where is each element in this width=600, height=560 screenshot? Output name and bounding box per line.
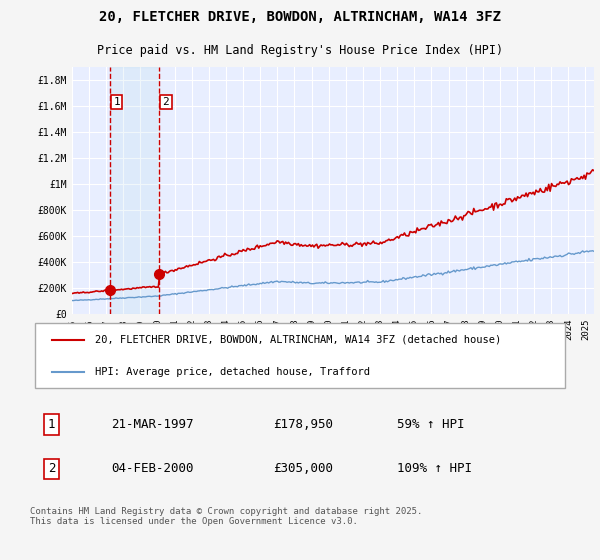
Text: 2: 2 [48,463,55,475]
Text: 1: 1 [48,418,55,431]
Text: £178,950: £178,950 [273,418,333,431]
Text: 20, FLETCHER DRIVE, BOWDON, ALTRINCHAM, WA14 3FZ: 20, FLETCHER DRIVE, BOWDON, ALTRINCHAM, … [99,10,501,24]
Text: HPI: Average price, detached house, Trafford: HPI: Average price, detached house, Traf… [95,367,370,377]
Text: 109% ↑ HPI: 109% ↑ HPI [397,463,472,475]
Text: 1: 1 [113,97,120,107]
Text: 2: 2 [163,97,169,107]
Bar [110,67,159,314]
Text: £305,000: £305,000 [273,463,333,475]
Text: Contains HM Land Registry data © Crown copyright and database right 2025.
This d: Contains HM Land Registry data © Crown c… [30,507,422,526]
Text: Price paid vs. HM Land Registry's House Price Index (HPI): Price paid vs. HM Land Registry's House … [97,44,503,57]
Text: 20, FLETCHER DRIVE, BOWDON, ALTRINCHAM, WA14 3FZ (detached house): 20, FLETCHER DRIVE, BOWDON, ALTRINCHAM, … [95,334,501,344]
Text: 04-FEB-2000: 04-FEB-2000 [111,463,193,475]
FancyBboxPatch shape [35,323,565,389]
Text: 59% ↑ HPI: 59% ↑ HPI [397,418,465,431]
Text: 21-MAR-1997: 21-MAR-1997 [111,418,193,431]
